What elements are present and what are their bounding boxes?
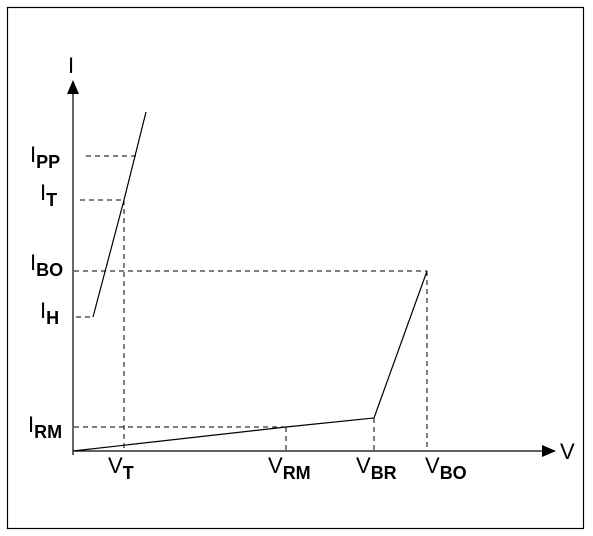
ipp-label: IPP bbox=[30, 142, 60, 172]
current-axis-label: I bbox=[68, 53, 74, 78]
ih-label: IH bbox=[40, 298, 59, 328]
vbr-label: VBR bbox=[356, 453, 397, 483]
voltage-axis-label: V bbox=[560, 439, 575, 464]
vbo-label: VBO bbox=[425, 453, 467, 483]
ibo-label: IBO bbox=[30, 250, 63, 280]
current-axis-arrow-icon bbox=[67, 80, 79, 94]
vrm-label: VRM bbox=[268, 453, 311, 483]
it-label: IT bbox=[40, 180, 57, 210]
irm-label: IRM bbox=[28, 412, 62, 442]
off-state-branch bbox=[72, 270, 428, 452]
diagram-frame bbox=[6, 6, 585, 530]
vt-label: VT bbox=[108, 453, 134, 483]
voltage-axis-arrow-icon bbox=[542, 445, 556, 457]
on-state-branch bbox=[92, 111, 147, 318]
